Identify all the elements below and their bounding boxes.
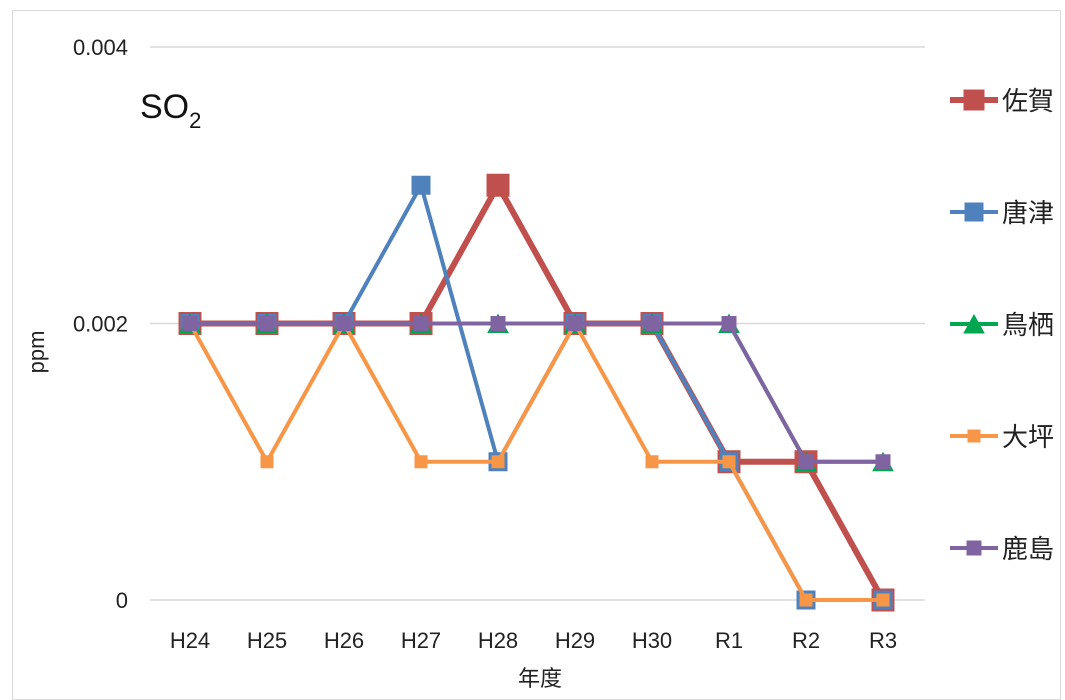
- legend-label: 唐津: [1002, 198, 1054, 228]
- x-tick-label: R3: [869, 628, 897, 653]
- y-tick-label: 0.004: [73, 35, 128, 60]
- series-line: [190, 321, 883, 464]
- x-tick-label: H24: [170, 628, 210, 653]
- data-point: [336, 316, 352, 331]
- data-point: [875, 454, 891, 470]
- data-point: [411, 175, 431, 195]
- x-tick-label: H26: [324, 628, 364, 653]
- data-point: [721, 316, 737, 331]
- legend-item: 佐賀: [950, 86, 1054, 116]
- data-point: [645, 455, 659, 469]
- data-point: [644, 316, 660, 331]
- legend-swatch-marker: [963, 313, 985, 334]
- data-point: [490, 316, 506, 331]
- data-point: [876, 593, 890, 607]
- legend-swatch-marker: [964, 202, 984, 222]
- data-point: [798, 454, 814, 470]
- x-axis-ticks: H24 H25 H26 H27 H28 H29 H30 R1 R2 R3: [170, 628, 897, 653]
- chart-title-subscript: 2: [189, 108, 201, 133]
- y-tick-label: 0: [116, 588, 128, 613]
- x-tick-label: H28: [478, 628, 518, 653]
- series-group: [178, 173, 895, 612]
- y-axis-title: ppm: [24, 331, 49, 374]
- data-point: [414, 455, 428, 469]
- data-point: [799, 593, 813, 607]
- legend-swatch-marker: [966, 540, 982, 556]
- chart-frame: [12, 10, 1061, 700]
- x-tick-label: H27: [401, 628, 441, 653]
- legend-swatch-marker: [963, 89, 985, 111]
- data-point: [260, 455, 274, 469]
- chart-title: SO2: [140, 88, 201, 133]
- x-tick-label: R2: [792, 628, 820, 653]
- data-point: [567, 316, 583, 331]
- x-tick-label: H29: [555, 628, 595, 653]
- y-tick-label: 0.002: [73, 312, 128, 337]
- legend-item: 鳥栖: [950, 310, 1054, 340]
- legend-item: 大坪: [950, 422, 1054, 452]
- legend-swatch-marker: [967, 429, 981, 443]
- legend-label: 鹿島: [1002, 534, 1054, 564]
- data-point: [413, 316, 429, 331]
- data-point: [722, 455, 736, 469]
- data-point: [486, 173, 510, 197]
- x-tick-label: H30: [632, 628, 672, 653]
- series-line: [188, 321, 883, 602]
- legend-item: 唐津: [950, 198, 1054, 228]
- legend-label: 鳥栖: [1002, 310, 1054, 340]
- x-tick-label: R1: [715, 628, 743, 653]
- legend-label: 大坪: [1002, 422, 1054, 452]
- legend-label: 佐賀: [1002, 86, 1054, 116]
- y-axis-ticks: 0 0.002 0.004: [73, 35, 128, 613]
- data-point: [491, 455, 505, 469]
- legend-item: 鹿島: [950, 534, 1054, 564]
- data-point: [259, 316, 275, 331]
- data-point: [182, 316, 198, 331]
- series-4: [182, 316, 891, 470]
- x-tick-label: H25: [247, 628, 287, 653]
- x-axis-title: 年度: [518, 666, 562, 691]
